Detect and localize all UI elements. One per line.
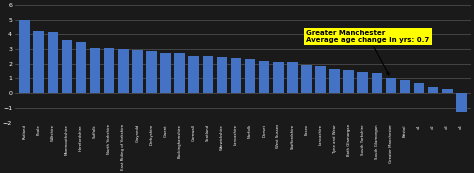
Bar bbox=[202, 56, 213, 93]
Bar bbox=[315, 66, 326, 93]
Bar bbox=[47, 32, 58, 93]
Bar bbox=[428, 87, 438, 93]
Bar bbox=[90, 48, 100, 93]
Bar bbox=[245, 59, 255, 93]
Bar bbox=[442, 89, 453, 93]
Bar bbox=[189, 56, 199, 93]
Bar bbox=[386, 79, 396, 93]
Bar bbox=[456, 93, 466, 112]
Bar bbox=[76, 42, 86, 93]
Bar bbox=[301, 65, 312, 93]
Bar bbox=[372, 73, 382, 93]
Bar bbox=[62, 40, 72, 93]
Bar bbox=[259, 61, 269, 93]
Bar bbox=[400, 80, 410, 93]
Bar bbox=[104, 48, 114, 93]
Bar bbox=[19, 20, 30, 93]
Bar bbox=[160, 53, 171, 93]
Bar bbox=[217, 57, 227, 93]
Bar bbox=[231, 58, 241, 93]
Bar bbox=[174, 53, 185, 93]
Bar bbox=[343, 70, 354, 93]
Bar bbox=[146, 51, 157, 93]
Text: Greater Manchester
Average age change in yrs: 0.7: Greater Manchester Average age change in… bbox=[306, 30, 429, 75]
Bar bbox=[329, 69, 340, 93]
Bar bbox=[118, 49, 128, 93]
Bar bbox=[132, 51, 143, 93]
Bar bbox=[273, 62, 283, 93]
Bar bbox=[414, 83, 424, 93]
Bar bbox=[34, 31, 44, 93]
Bar bbox=[357, 72, 368, 93]
Bar bbox=[287, 62, 298, 93]
